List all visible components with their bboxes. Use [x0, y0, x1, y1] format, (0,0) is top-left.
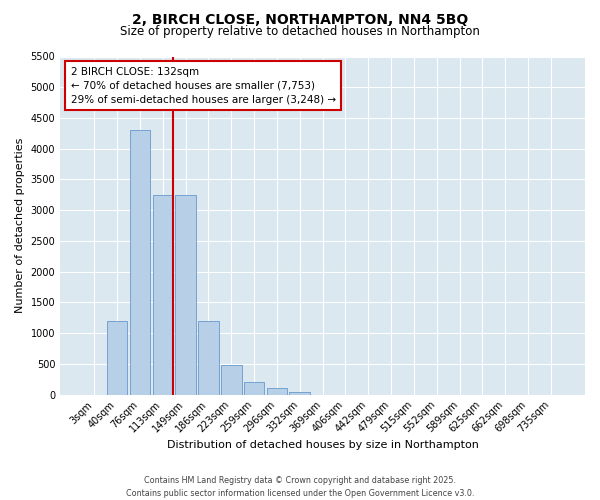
Text: 2 BIRCH CLOSE: 132sqm
← 70% of detached houses are smaller (7,753)
29% of semi-d: 2 BIRCH CLOSE: 132sqm ← 70% of detached …: [71, 66, 336, 104]
Bar: [221, 365, 242, 394]
Text: Size of property relative to detached houses in Northampton: Size of property relative to detached ho…: [120, 25, 480, 38]
X-axis label: Distribution of detached houses by size in Northampton: Distribution of detached houses by size …: [167, 440, 479, 450]
Bar: [244, 382, 265, 394]
Bar: [152, 195, 173, 394]
Bar: [266, 388, 287, 394]
Bar: [130, 130, 150, 394]
Bar: [289, 392, 310, 394]
Text: Contains HM Land Registry data © Crown copyright and database right 2025.
Contai: Contains HM Land Registry data © Crown c…: [126, 476, 474, 498]
Bar: [107, 321, 127, 394]
Text: 2, BIRCH CLOSE, NORTHAMPTON, NN4 5BQ: 2, BIRCH CLOSE, NORTHAMPTON, NN4 5BQ: [132, 12, 468, 26]
Y-axis label: Number of detached properties: Number of detached properties: [15, 138, 25, 313]
Bar: [175, 195, 196, 394]
Bar: [198, 321, 219, 394]
